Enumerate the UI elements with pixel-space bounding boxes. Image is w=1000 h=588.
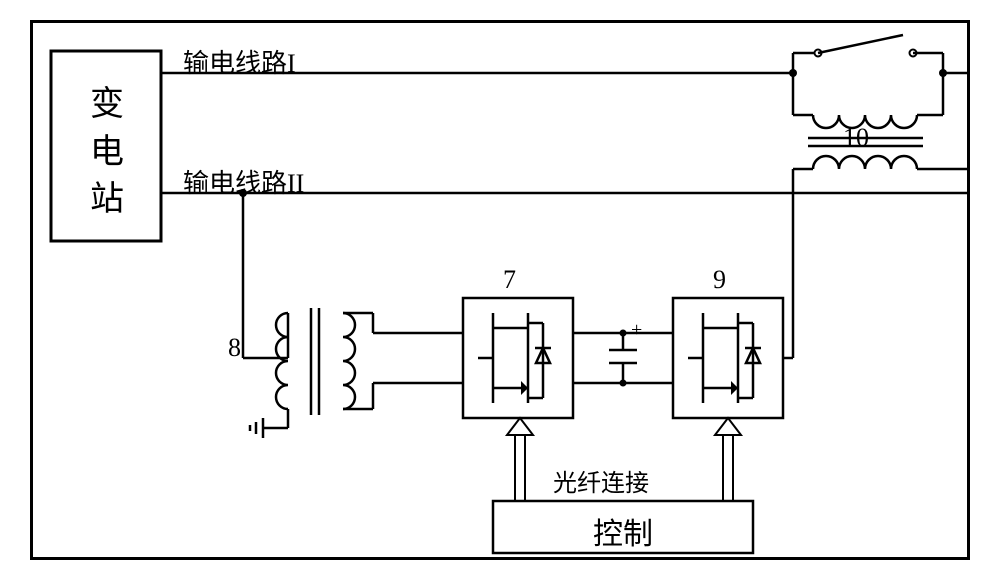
label-9: 9 bbox=[713, 265, 726, 295]
xfmr10-secondary-coil bbox=[813, 156, 917, 169]
cap-node-bot bbox=[620, 380, 627, 387]
xfmr8-pri-coil bbox=[276, 313, 288, 409]
switch-blade bbox=[818, 35, 903, 53]
line1-label: 输电线路I bbox=[183, 43, 296, 80]
label-8: 8 bbox=[228, 333, 241, 363]
fiber-label: 光纤连接 bbox=[553, 463, 649, 498]
control-label: 控制 bbox=[593, 509, 653, 553]
label-7: 7 bbox=[503, 265, 516, 295]
cap-plus: + bbox=[631, 319, 642, 342]
fiber-arrow-right bbox=[715, 418, 741, 501]
line2-label: 输电线路II bbox=[183, 163, 304, 200]
fiber-arrow-left bbox=[507, 418, 533, 501]
diagram-frame: 变电站 输电线路I 输电线路II 7 8 9 10 + 光纤连接 控制 bbox=[30, 20, 970, 560]
substation-label: 变电站 bbox=[77, 81, 137, 224]
cap-node-top bbox=[620, 330, 627, 337]
label-10: 10 bbox=[843, 123, 869, 153]
xfmr8-sec-coil bbox=[343, 313, 355, 409]
